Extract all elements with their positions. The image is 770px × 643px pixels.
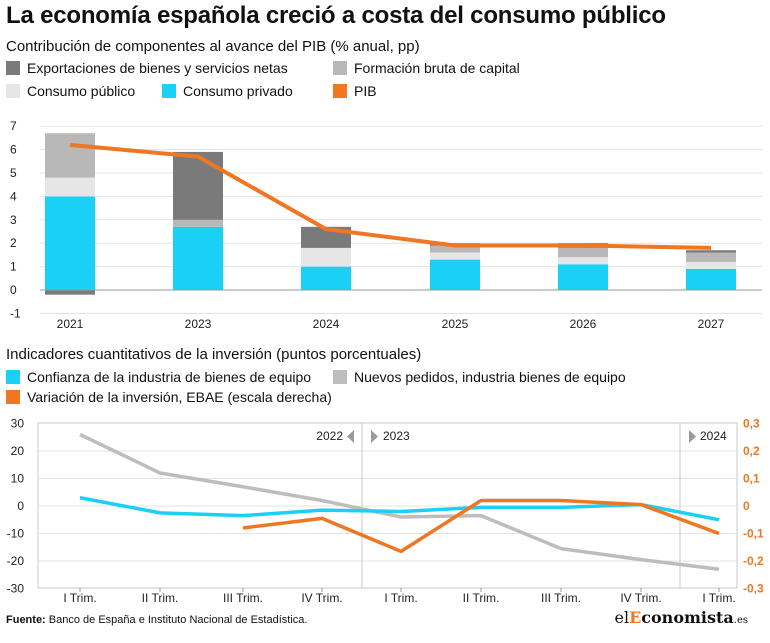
series-line-confianza	[79, 496, 720, 522]
legend-pib-label: PIB	[354, 83, 377, 99]
y-right-tick-label: -0,3	[743, 582, 764, 596]
legend-fbc-swatch	[333, 61, 347, 75]
x-tick-label: 2023	[185, 317, 212, 331]
legend-consumo-publico: Consumo público	[6, 83, 135, 99]
pib-line	[69, 142, 712, 250]
legend-pib-swatch	[333, 84, 347, 98]
bar-segment	[45, 177, 95, 197]
legend-consumo-privado-swatch	[162, 84, 176, 98]
x-tick-label: III Trim.	[541, 591, 581, 605]
y-tick-label: 1	[10, 260, 17, 274]
period-label-left: 2022	[316, 429, 343, 443]
legend-confianza-label: Confianza de la industria de bienes de e…	[27, 369, 312, 385]
legend-consumo-privado-label: Consumo privado	[183, 83, 293, 99]
legend-consumo-publico-label: Consumo público	[27, 83, 136, 99]
y-tick-label: 0	[10, 283, 17, 297]
y-left-tick-label: -20	[7, 554, 25, 568]
x-tick-label: 2026	[570, 317, 597, 331]
chart1-subtitle: Contribución de componentes al avance de…	[6, 38, 420, 55]
bar-segment	[558, 257, 608, 265]
x-tick-label: II Trim.	[463, 591, 500, 605]
y-right-tick-label: 0,2	[743, 444, 760, 458]
bar-segment	[686, 261, 736, 269]
y-right-tick-label: -0,2	[743, 554, 764, 568]
x-tick-label: IV Trim.	[301, 591, 342, 605]
x-tick-label: II Trim.	[142, 591, 179, 605]
bar-segment	[301, 266, 351, 290]
series-line-inversion	[242, 498, 720, 554]
eleconomista-logo: elEconomista.es	[614, 608, 748, 627]
x-tick-label: IV Trim.	[620, 591, 661, 605]
legend-inversion: Variación de la inversión, EBAE (escala …	[6, 389, 332, 405]
x-tick-label: 2024	[313, 317, 340, 331]
legend-inversion-label: Variación de la inversión, EBAE (escala …	[27, 389, 332, 405]
chart-title: La economía española creció a costa del …	[6, 2, 666, 29]
legend-consumo-privado: Consumo privado	[162, 83, 293, 99]
bar-segment	[45, 133, 95, 178]
y-left-tick-label: -10	[7, 527, 25, 541]
footer-source: Fuente: Banco de España e Instituto Naci…	[6, 614, 307, 626]
period-label-right: 2024	[700, 429, 727, 443]
bar-segment	[173, 219, 223, 227]
bar-segment	[45, 196, 95, 290]
legend-pib: PIB	[333, 83, 377, 99]
y-tick-label: 6	[10, 143, 17, 157]
y-left-tick-label: 20	[11, 444, 25, 458]
y-tick-label: 7	[10, 119, 17, 133]
y-tick-label: 5	[10, 166, 17, 180]
series-line-nuevos-pedidos	[79, 432, 720, 571]
bar-segment	[686, 250, 736, 253]
x-tick-label: I Trim.	[63, 591, 96, 605]
bar-segment	[430, 245, 480, 253]
bar-segment	[430, 252, 480, 260]
arrow-right-icon	[371, 430, 378, 443]
legend-pedidos: Nuevos pedidos, industria bienes de equi…	[333, 369, 626, 385]
y-tick-label: 2	[10, 236, 17, 250]
y-left-tick-label: 10	[11, 472, 25, 486]
y-right-tick-label: 0,1	[743, 472, 760, 486]
bar-segment	[45, 290, 95, 295]
bar-segment	[686, 252, 736, 262]
x-tick-label: 2021	[57, 317, 84, 331]
source-label: Fuente:	[6, 614, 46, 626]
period-label-right: 2023	[383, 429, 410, 443]
bar-segment	[173, 226, 223, 290]
bar-segment	[686, 268, 736, 290]
legend-consumo-publico-swatch	[6, 84, 20, 98]
chart2-subtitle: Indicadores cuantitativos de la inversió…	[6, 346, 422, 363]
x-tick-label: I Trim.	[702, 591, 735, 605]
y-tick-label: -1	[10, 306, 21, 320]
arrow-left-icon	[347, 430, 354, 443]
source-text: Banco de España e Instituto Nacional de …	[48, 614, 308, 626]
legend-inversion-swatch	[6, 390, 20, 404]
legend-exports-swatch	[6, 61, 20, 75]
legend-exports: Exportaciones de bienes y servicios neta…	[6, 60, 288, 76]
legend-fbc-label: Formación bruta de capital	[354, 60, 520, 76]
y-left-tick-label: 0	[17, 499, 24, 513]
x-tick-label: III Trim.	[223, 591, 263, 605]
bar-segment	[558, 264, 608, 290]
x-tick-label: I Trim.	[384, 591, 417, 605]
y-left-tick-label: 30	[11, 417, 25, 431]
y-tick-label: 3	[10, 213, 17, 227]
y-right-tick-label: 0	[743, 499, 750, 513]
bar-segment	[173, 151, 223, 220]
bar-segment	[430, 259, 480, 290]
legend-pedidos-swatch	[333, 370, 347, 384]
x-tick-label: 2025	[442, 317, 469, 331]
y-right-tick-label: -0,1	[743, 527, 764, 541]
bar-segment	[558, 247, 608, 258]
legend-exports-label: Exportaciones de bienes y servicios neta…	[27, 60, 288, 76]
arrow-right-icon	[689, 430, 696, 443]
bar-segment	[301, 247, 351, 267]
y-tick-label: 4	[10, 189, 17, 203]
legend-fbc: Formación bruta de capital	[333, 60, 520, 76]
y-right-tick-label: 0,3	[743, 417, 760, 431]
x-tick-label: 2027	[698, 317, 725, 331]
legend-confianza-swatch	[6, 370, 20, 384]
y-left-tick-label: -30	[7, 582, 25, 596]
legend-confianza: Confianza de la industria de bienes de e…	[6, 369, 311, 385]
legend-pedidos-label: Nuevos pedidos, industria bienes de equi…	[354, 369, 626, 385]
